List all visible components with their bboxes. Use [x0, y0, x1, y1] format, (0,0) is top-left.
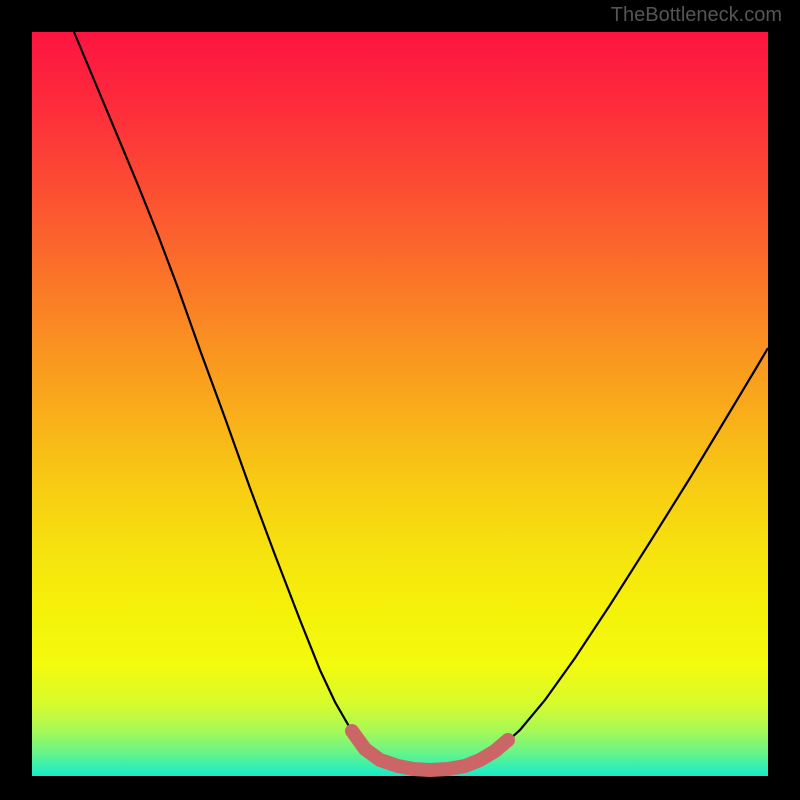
chart-canvas: TheBottleneck.com — [0, 0, 800, 800]
watermark-label: TheBottleneck.com — [611, 4, 782, 27]
chart-background — [32, 32, 768, 776]
bottleneck-curve-chart — [0, 0, 800, 800]
